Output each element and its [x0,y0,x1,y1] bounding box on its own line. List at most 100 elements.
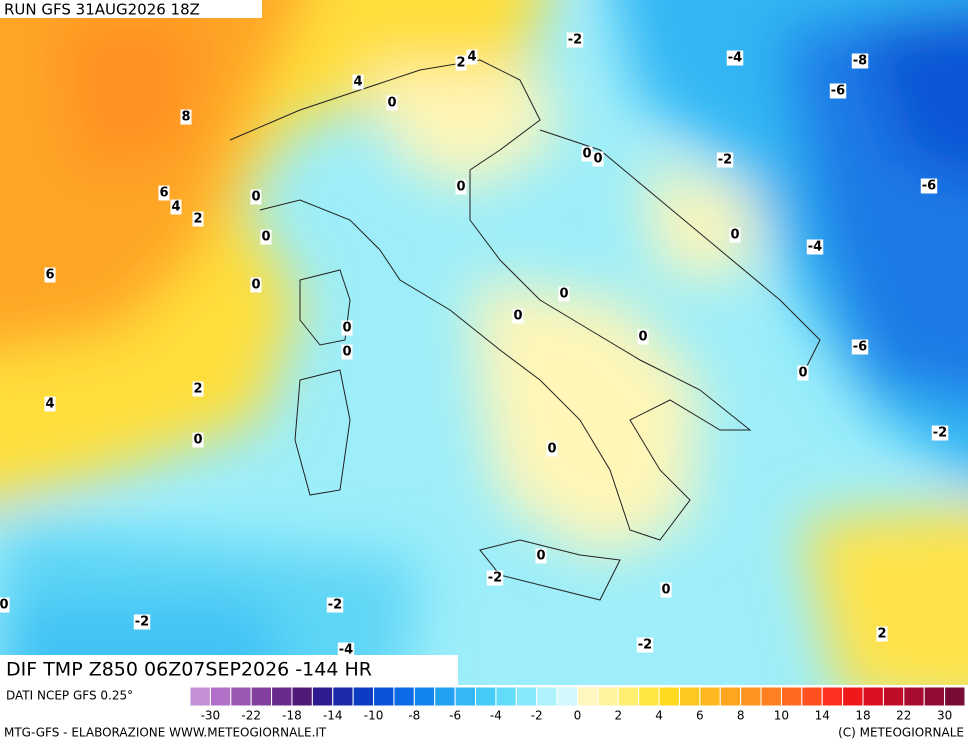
colorbar-box [271,686,293,707]
contour-label: -6 [922,179,936,194]
contour-label: -4 [808,240,822,255]
contour-label-bg [636,637,654,653]
contour-label-bg [486,570,504,586]
colorbar-box [577,686,599,707]
contour-label-bg [546,441,558,457]
contour-label: 2 [456,56,465,71]
colorbar-tick-label: -30 [201,709,221,723]
copyright-text: (C) METEOGIORNALE [838,726,964,740]
contour-label-bg [158,185,170,201]
contour-label: -2 [328,598,342,613]
colorbar-box [393,686,415,707]
contour-label: 6 [159,186,168,201]
contour-label: 0 [730,228,739,243]
contour-label-bg [558,286,570,302]
colorbar-tick-label: 4 [655,709,663,723]
contour-label-bg [352,74,364,90]
contour-label: 0 [387,96,396,111]
colorbar-tick-label: 10 [774,709,789,723]
contour-label: -4 [339,643,353,658]
contour-label-bg [170,199,182,215]
contour-label-bg [44,267,56,283]
contour-label: 2 [193,382,202,397]
contour-label-bg [466,49,478,65]
contour-label: 0 [582,147,591,162]
colorbar-box [658,686,680,707]
contour-label: 4 [353,75,362,90]
contour-label: 0 [536,549,545,564]
contour-label: -2 [488,571,502,586]
contour-label: 0 [456,180,465,195]
contour-label: 0 [342,345,351,360]
colorbar-box [760,686,782,707]
contour-label: 6 [45,268,54,283]
colorbar-box [801,686,823,707]
contour-label-bg [192,432,204,448]
colorbar-box [209,686,232,707]
contour-label-bg [851,53,869,69]
contour-label: -6 [831,84,845,99]
contour-label: 0 [559,287,568,302]
colorbar-box [617,686,640,707]
colorbar-box [678,686,701,707]
contour-label-bg [341,344,353,360]
contour-label-bg [592,151,604,167]
contour-label: 0 [193,433,202,448]
contour-label-bg [133,614,151,630]
colorbar-box [332,686,354,707]
contour-label: 0 [251,278,260,293]
colorbar-tick-label: 18 [855,709,870,723]
contour-label: 0 [547,442,556,457]
source-text: DATI NCEP GFS 0.25° [6,689,133,703]
colorbar-tick-label: -10 [364,709,384,723]
credit-text: MTG-GFS - ELABORAZIONE WWW.METEOGIORNALE… [4,726,327,740]
colorbar-box [740,686,762,707]
contour-label: 0 [661,583,670,598]
contour-label-bg [806,239,824,255]
contour-label-bg [386,95,398,111]
contour-label: 0 [251,190,260,205]
contour-label: 0 [261,230,270,245]
colorbar-box [903,686,925,707]
contour-label: 0 [342,321,351,336]
contour-label-bg [260,229,272,245]
contour-label-bg [729,227,741,243]
contour-label-bg [180,109,192,125]
colorbar-box [536,686,558,707]
contour-label: 2 [193,212,202,227]
colorbar-box [189,686,211,707]
contour-label-bg [192,211,204,227]
contour-label-bg [0,597,10,613]
contour-label: 8 [181,110,190,125]
colorbar-box [454,686,477,707]
contour-label-bg [931,425,949,441]
colorbar-box [597,686,619,707]
colorbar-box [291,686,313,707]
colorbar-box [230,686,252,707]
colorbar-box [638,686,660,707]
colorbar-tick-label: -2 [531,709,543,723]
contour-label: 4 [171,200,180,215]
map-field [0,0,968,685]
contour-label-bg [876,626,888,642]
contour-label-bg [797,365,809,381]
contour-label: 4 [467,50,476,65]
contour-label-bg [455,55,467,71]
contour-label: 0 [0,598,9,613]
colorbar-tick-label: -22 [241,709,261,723]
contour-label-bg [660,582,672,598]
contour-label-bg [44,396,56,412]
contour-label-bg [581,146,593,162]
colorbar-box [699,686,721,707]
contour-label-bg [250,277,262,293]
colorbar-tick-label: -14 [323,709,343,723]
colorbar-box [862,686,884,707]
colorbar-tick-label: -6 [449,709,461,723]
colorbar-box [556,686,579,707]
colorbar-tick-label: 14 [815,709,830,723]
contour-label-bg [250,189,262,205]
colorbar-tick-label: 2 [614,709,622,723]
contour-label: 0 [798,366,807,381]
